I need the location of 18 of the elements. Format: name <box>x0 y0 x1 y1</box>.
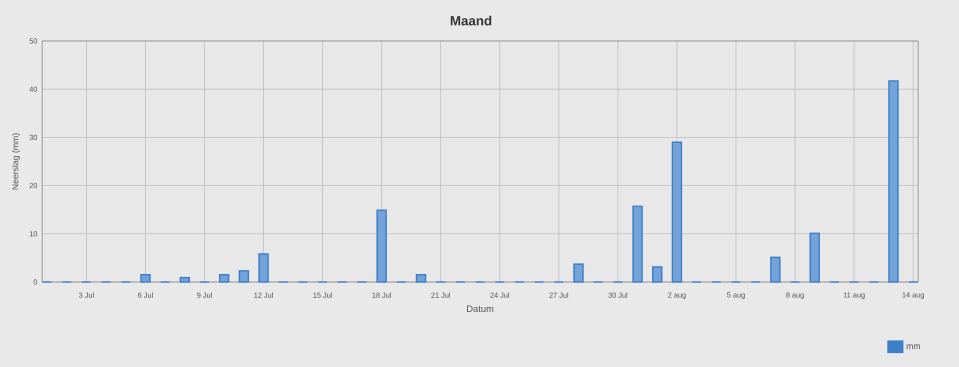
x-axis-title: Datum <box>467 306 494 312</box>
bar <box>416 274 426 283</box>
bar <box>573 263 584 283</box>
bar <box>770 256 781 283</box>
bar <box>140 274 151 283</box>
bar <box>672 141 682 283</box>
bar <box>810 232 820 283</box>
bar <box>238 270 250 283</box>
chart-title: Maand <box>450 16 492 26</box>
bar <box>632 206 643 283</box>
bar <box>258 253 269 283</box>
y-axis-title: Neerslag (mm) <box>12 133 20 190</box>
bar <box>888 80 899 283</box>
bar <box>218 274 230 283</box>
bar <box>180 276 190 283</box>
legend-label: mm <box>906 344 920 350</box>
bar <box>376 209 387 283</box>
bar <box>652 266 662 283</box>
